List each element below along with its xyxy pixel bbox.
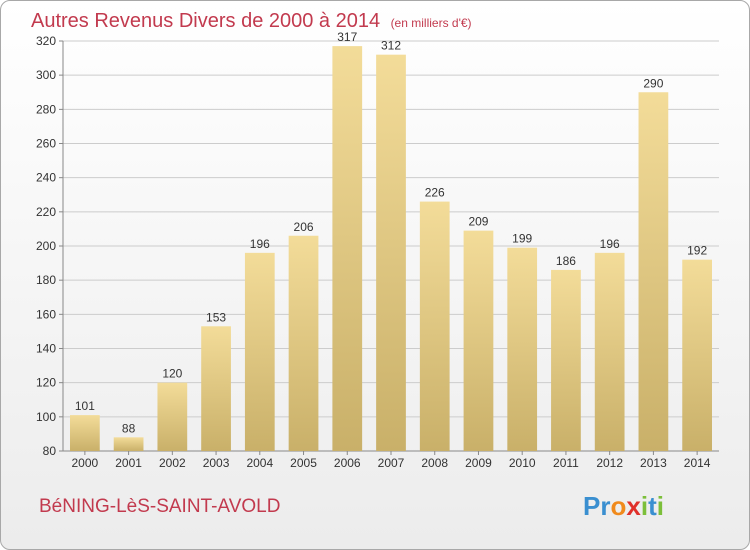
bar <box>244 252 275 451</box>
y-tick-label: 240 <box>36 171 56 185</box>
data-label: 192 <box>687 244 707 258</box>
logo-letter: P <box>583 491 601 521</box>
x-tick-label: 2001 <box>115 456 142 470</box>
logo-letter: r <box>600 491 611 521</box>
bar <box>682 259 713 451</box>
y-tick-label: 200 <box>36 239 56 253</box>
x-tick-label: 2013 <box>640 456 667 470</box>
y-tick-label: 120 <box>36 376 56 390</box>
bar <box>157 382 188 451</box>
title-row: Autres Revenus Divers de 2000 à 2014 (en… <box>31 10 472 33</box>
data-label: 153 <box>206 310 226 324</box>
x-tick-label: 2010 <box>509 456 536 470</box>
logo-letter: i <box>656 491 664 521</box>
chart-subtitle: (en milliers d'€) <box>390 16 472 30</box>
x-tick-label: 2006 <box>334 456 361 470</box>
logo-letter: t <box>648 491 657 521</box>
data-label: 290 <box>643 76 663 90</box>
y-tick-label: 160 <box>36 307 56 321</box>
x-tick-label: 2004 <box>246 456 273 470</box>
y-tick-label: 280 <box>36 102 56 116</box>
y-tick-label: 140 <box>36 342 56 356</box>
data-label: 88 <box>122 421 136 435</box>
commune-name: BéNING-LèS-SAINT-AVOLD <box>39 496 281 517</box>
x-tick-label: 2011 <box>553 456 579 470</box>
x-tick-label: 2009 <box>465 456 492 470</box>
x-tick-label: 2003 <box>203 456 230 470</box>
data-label: 196 <box>600 237 620 251</box>
data-label: 226 <box>425 186 445 200</box>
data-label: 186 <box>556 254 576 268</box>
chart-title: Autres Revenus Divers de 2000 à 2014 <box>31 10 381 32</box>
x-tick-label: 2012 <box>596 456 623 470</box>
y-tick-label: 80 <box>43 444 57 458</box>
x-tick-label: 2008 <box>421 456 448 470</box>
bar <box>419 201 450 451</box>
bar <box>113 437 144 451</box>
data-label: 101 <box>75 399 95 413</box>
data-label: 312 <box>381 39 401 53</box>
x-tick-label: 2007 <box>378 456 405 470</box>
bar <box>638 92 669 451</box>
data-label: 209 <box>468 215 488 229</box>
x-tick-label: 2005 <box>290 456 317 470</box>
y-tick-label: 300 <box>36 68 56 82</box>
x-tick-label: 2000 <box>72 456 99 470</box>
data-label: 196 <box>250 237 270 251</box>
data-label: 317 <box>337 30 357 44</box>
data-label: 199 <box>512 232 532 246</box>
bar <box>376 54 406 452</box>
x-tick-label: 2014 <box>684 456 711 470</box>
y-tick-label: 220 <box>36 205 56 219</box>
bar <box>201 326 231 451</box>
logo-letter: i <box>640 491 649 521</box>
y-tick-label: 320 <box>36 34 56 48</box>
bar <box>288 235 319 451</box>
x-tick-label: 2002 <box>159 456 186 470</box>
bar <box>594 252 625 451</box>
logo-letter: o <box>610 491 627 521</box>
bar <box>69 415 100 451</box>
y-tick-label: 100 <box>36 410 56 424</box>
bar <box>332 46 363 451</box>
y-tick-label: 260 <box>36 137 56 151</box>
bar <box>463 230 494 451</box>
logo-letter: x <box>626 491 641 521</box>
data-label: 206 <box>294 220 314 234</box>
bar <box>507 247 538 451</box>
bar <box>551 269 581 451</box>
y-tick-label: 180 <box>36 273 56 287</box>
proxiti-logo: Proxiti <box>583 491 664 522</box>
data-label: 120 <box>162 367 182 381</box>
